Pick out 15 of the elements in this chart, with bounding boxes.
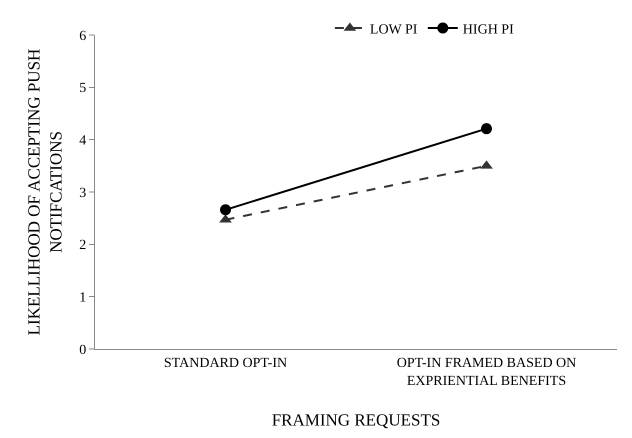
x-axis-title: FRAMING REQUESTS [272, 410, 440, 430]
y-axis-title: LIKELLIHOOD OF ACCEPTING PUSH NOTIFCATIONS [24, 48, 66, 336]
y-tick-label: 6 [79, 28, 86, 44]
x-tick-label: OPT-IN FRAMED BASED ON EXPRIENTIAL BENEFITS [396, 356, 576, 389]
y-tick-label: 2 [79, 238, 86, 254]
y-tick-label: 3 [79, 186, 86, 201]
y-tick-label: 0 [79, 342, 86, 358]
y-tick-label: 5 [79, 81, 86, 96]
point [220, 204, 231, 216]
x-tick-label: STANDARD OPT-IN [164, 356, 288, 371]
y-tick-label: 1 [79, 290, 86, 306]
legend-label: LOW PI [370, 22, 418, 38]
legend-label: HIGH PI [462, 22, 514, 38]
point [481, 123, 492, 134]
y-tick-label: 4 [79, 134, 86, 149]
